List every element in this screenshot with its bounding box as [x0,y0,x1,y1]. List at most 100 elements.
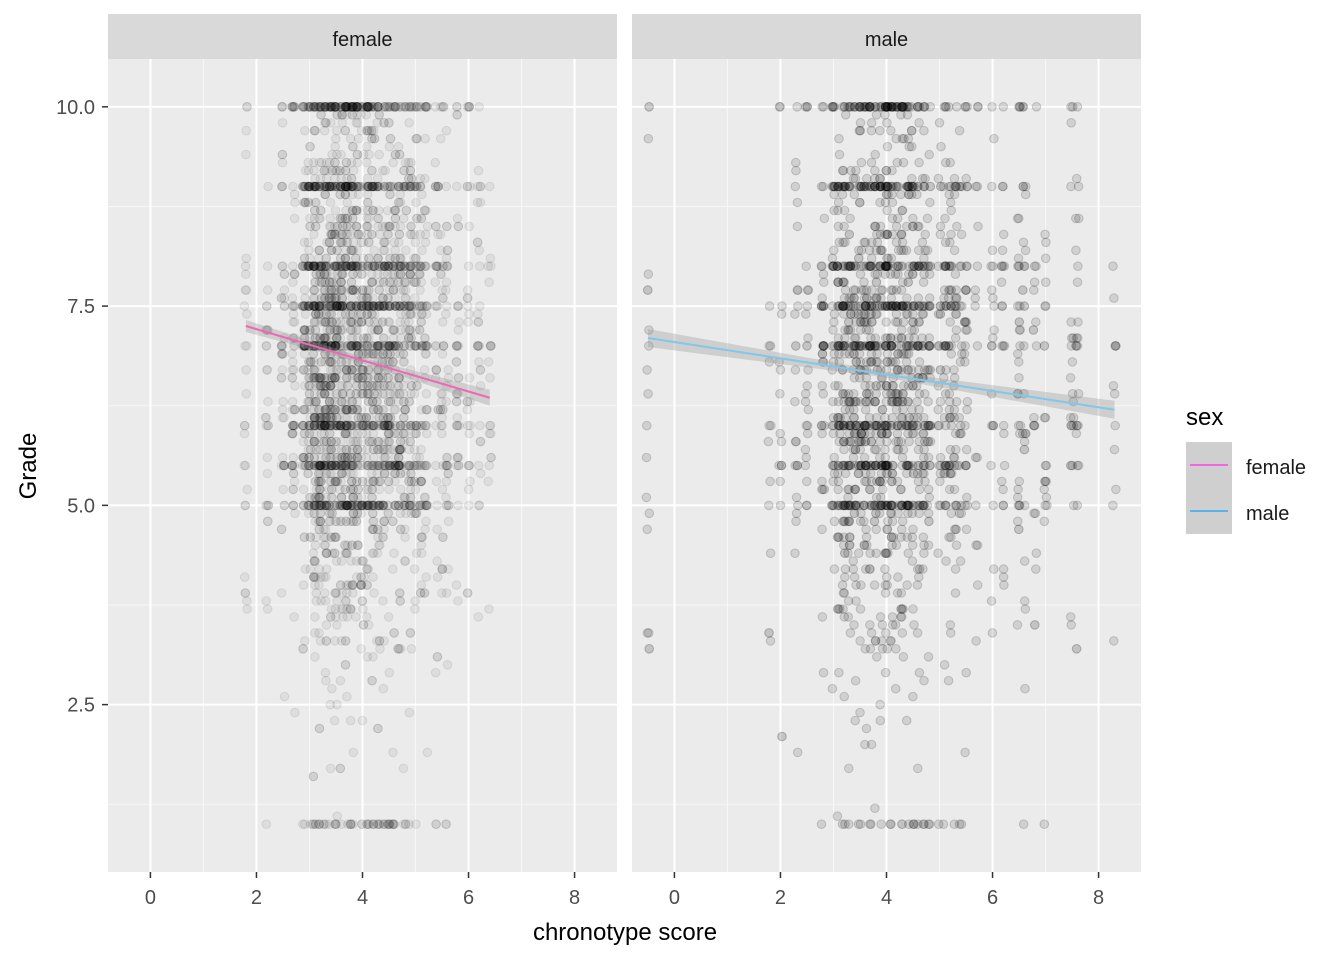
data-point [278,103,287,112]
data-point [390,206,399,215]
data-point [407,222,416,231]
data-point [381,262,390,271]
data-point [407,382,416,391]
data-point [315,262,324,271]
data-point [375,541,384,550]
data-point [325,294,334,303]
data-point [362,453,371,462]
data-point [433,262,442,271]
data-point [320,126,329,135]
data-point [323,549,332,558]
data-point [399,390,408,399]
data-point [475,358,484,367]
data-point [380,390,389,399]
data-point [349,748,358,757]
data-point [301,429,310,438]
data-point [486,182,495,191]
data-point [395,182,404,191]
data-point [411,605,420,614]
data-point [343,549,352,558]
data-point [331,605,340,614]
data-point [368,134,377,143]
data-point [348,206,357,215]
data-point [348,397,357,406]
data-point [342,158,351,167]
data-point [455,318,464,327]
data-point [322,565,331,574]
data-point [290,214,299,223]
data-point [322,413,331,422]
data-point [277,374,286,383]
data-point [289,103,298,112]
data-point [331,174,340,183]
data-point [263,302,272,311]
data-point [306,533,315,542]
data-point [384,820,393,829]
data-point [310,573,319,582]
data-point [353,158,362,167]
data-point [289,485,298,494]
data-point [416,286,425,295]
data-point [484,262,493,271]
data-point [369,397,378,406]
data-point [341,190,350,199]
data-point [389,286,398,295]
data-point [305,453,314,462]
data-point [407,477,416,486]
data-point [365,318,374,327]
data-point [368,493,377,502]
data-point [312,270,321,279]
data-point [391,150,400,159]
data-point [305,382,314,391]
data-point [337,278,346,287]
data-point [431,668,440,677]
data-point [406,493,415,502]
data-point [325,397,334,406]
data-point [417,581,426,590]
data-point [289,278,298,287]
data-point [301,310,310,319]
data-point [396,469,405,478]
data-point [310,437,319,446]
data-point [365,238,374,247]
data-point [240,421,249,430]
data-point [322,501,331,510]
data-point [420,206,429,215]
data-point [327,533,336,542]
data-point [476,437,485,446]
data-point [277,589,286,598]
data-point [463,294,472,303]
data-point [445,501,454,510]
data-point [326,613,335,622]
data-point [333,334,342,343]
data-point [407,469,416,478]
data-point [326,358,335,367]
data-point [437,270,446,279]
data-point [453,111,462,120]
data-point [300,326,309,335]
data-point [422,103,431,112]
data-point [368,469,377,478]
data-point [464,485,473,494]
data-point [463,182,472,191]
data-point [310,214,319,223]
data-point [288,374,297,383]
data-point [476,421,485,430]
data-point [289,469,298,478]
data-point [311,310,320,319]
data-point [363,190,372,199]
data-point [343,382,352,391]
data-point [453,182,462,191]
data-point [379,278,388,287]
data-point [396,254,405,263]
data-point [311,613,320,622]
data-point [278,366,287,375]
data-point [389,158,398,167]
data-point [401,278,410,287]
data-point [379,533,388,542]
data-point [463,405,472,414]
data-point [411,238,420,247]
data-point [349,461,358,470]
data-point [331,230,340,239]
data-point [278,453,287,462]
